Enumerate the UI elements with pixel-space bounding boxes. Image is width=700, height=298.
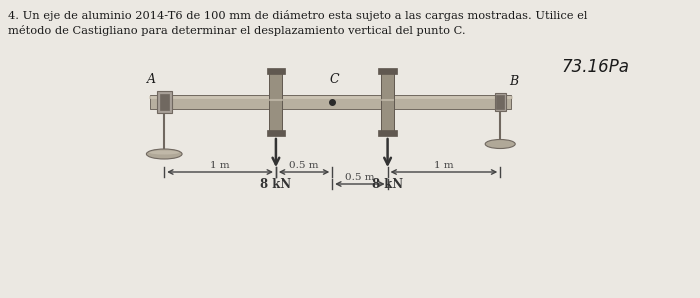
Ellipse shape <box>146 149 182 159</box>
Ellipse shape <box>485 139 515 148</box>
Bar <box>267 68 286 74</box>
Text: B: B <box>509 75 518 88</box>
Bar <box>496 95 504 109</box>
Text: 1 m: 1 m <box>434 161 454 170</box>
Text: 0.5 m: 0.5 m <box>345 173 375 182</box>
Bar <box>157 91 172 113</box>
Bar <box>150 95 512 109</box>
Text: 8 kN: 8 kN <box>372 178 403 191</box>
Bar <box>381 72 394 132</box>
Text: 73.16Pa: 73.16Pa <box>561 58 629 76</box>
Text: 8 kN: 8 kN <box>260 178 291 191</box>
Text: 4. Un eje de aluminio 2014-T6 de 100 mm de diámetro esta sujeto a las cargas mos: 4. Un eje de aluminio 2014-T6 de 100 mm … <box>8 10 587 36</box>
Text: A: A <box>146 73 155 86</box>
Bar <box>378 130 397 136</box>
Bar <box>267 130 286 136</box>
Text: C: C <box>329 73 339 86</box>
Bar <box>270 72 283 132</box>
Bar <box>495 93 506 111</box>
Text: 0.5 m: 0.5 m <box>289 161 318 170</box>
Ellipse shape <box>149 150 179 154</box>
Text: 1 m: 1 m <box>210 161 230 170</box>
Bar <box>378 68 397 74</box>
Bar <box>160 94 169 110</box>
